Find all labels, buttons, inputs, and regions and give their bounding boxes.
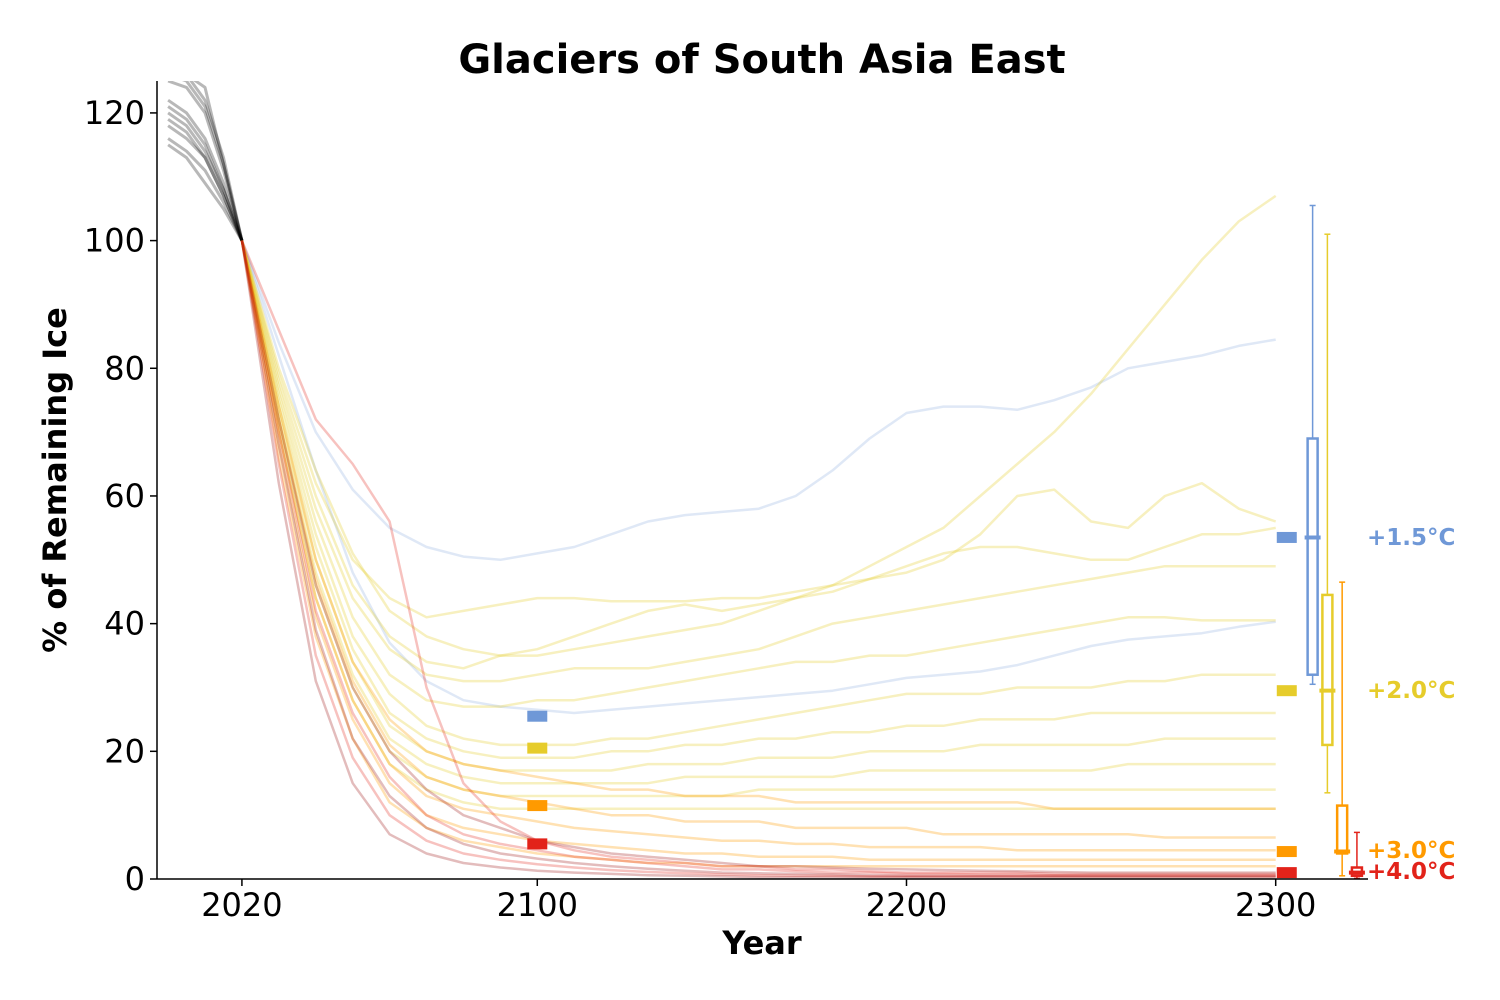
series-20-run-line — [240, 240, 1276, 708]
series-15-run-line — [240, 240, 1276, 715]
box-body — [1335, 804, 1349, 855]
series-20-run-line — [240, 240, 1276, 759]
x-tick-label: 2100 — [497, 886, 578, 924]
series-15-run-line — [240, 240, 1276, 562]
y-tick-label: 20 — [104, 732, 145, 770]
series-20-run-line — [240, 240, 1276, 747]
series-40-run-line — [240, 240, 1276, 879]
y-tick-label: 40 — [104, 605, 145, 643]
x-axis-label: Year — [721, 924, 802, 962]
series-30-run-line — [240, 240, 1276, 868]
marker-2300-15 — [1276, 531, 1297, 543]
boxplot-20 — [1319, 233, 1336, 794]
historical-run-line — [167, 105, 244, 242]
historical-run-line — [193, 81, 244, 241]
series-40-run-line — [240, 240, 1276, 874]
series-30-run-line — [240, 240, 1276, 839]
historical-run-line — [167, 81, 244, 241]
historical-run-line — [167, 111, 244, 242]
marker-2100-20 — [527, 742, 548, 754]
series-40-run-line — [240, 240, 1276, 878]
y-tick-label: 100 — [84, 222, 145, 260]
historical-run-line — [181, 81, 244, 241]
series-lines — [167, 81, 1277, 879]
x-tick-label: 2020 — [201, 886, 282, 924]
series-20-run-line — [240, 240, 1277, 619]
y-tick-label: 80 — [104, 349, 145, 387]
series-30-run-line — [240, 240, 1276, 862]
y-axis-label: % of Remaining Ice — [36, 307, 74, 653]
historical-run-line — [167, 118, 244, 242]
ticks: 2020 2100 2200 2300 0 20 40 60 80 100 120 — [84, 94, 1316, 924]
historical-run-line — [167, 137, 244, 242]
series-40-run-line — [240, 240, 1276, 878]
warming-label: +3.0°C — [1367, 838, 1455, 864]
chart-title: Glaciers of South Asia East — [458, 37, 1065, 83]
historical-run-line — [167, 124, 244, 242]
series-20-run-line — [240, 240, 1276, 670]
historical-run-line — [167, 143, 244, 242]
marker-2100-40 — [527, 838, 548, 850]
series-20-run-line — [240, 240, 1276, 811]
series-20-run-line — [240, 194, 1277, 657]
warming-label: +2.0°C — [1367, 678, 1455, 704]
boxplot-40 — [1348, 831, 1365, 880]
axes — [156, 81, 1368, 880]
boxplot-15 — [1304, 204, 1321, 686]
marker-2300-20 — [1276, 685, 1297, 697]
boxplot-30 — [1334, 581, 1351, 877]
series-20-run-line — [240, 240, 1276, 785]
series-30-run-line — [240, 240, 1276, 852]
historical-run-line — [189, 81, 244, 241]
series-20-run-line — [240, 240, 1276, 798]
warming-label: +4.0°C — [1367, 859, 1455, 885]
marker-2300-40 — [1276, 867, 1297, 879]
marker-2300-30 — [1276, 846, 1297, 858]
marker-2100-15 — [527, 710, 548, 722]
box-body — [1321, 593, 1334, 747]
series-30-run-line — [240, 240, 1276, 811]
warming-labels: +1.5°C +2.0°C +3.0°C+4.0°C — [1367, 525, 1455, 885]
series-40-run-line — [240, 240, 1276, 876]
series-20-run-line — [240, 240, 1276, 772]
warming-label: +1.5°C — [1367, 525, 1455, 551]
x-tick-label: 2300 — [1235, 886, 1316, 924]
series-20-run-line — [240, 240, 1276, 683]
box-body — [1306, 437, 1319, 676]
markers — [527, 204, 1365, 880]
marker-2100-30 — [527, 800, 548, 812]
y-tick-label: 0 — [125, 860, 145, 898]
historical-run-line — [167, 98, 244, 242]
y-tick-label: 120 — [84, 94, 145, 132]
x-tick-label: 2200 — [866, 886, 947, 924]
series-40-run-line — [240, 240, 1276, 877]
y-tick-label: 60 — [104, 477, 145, 515]
